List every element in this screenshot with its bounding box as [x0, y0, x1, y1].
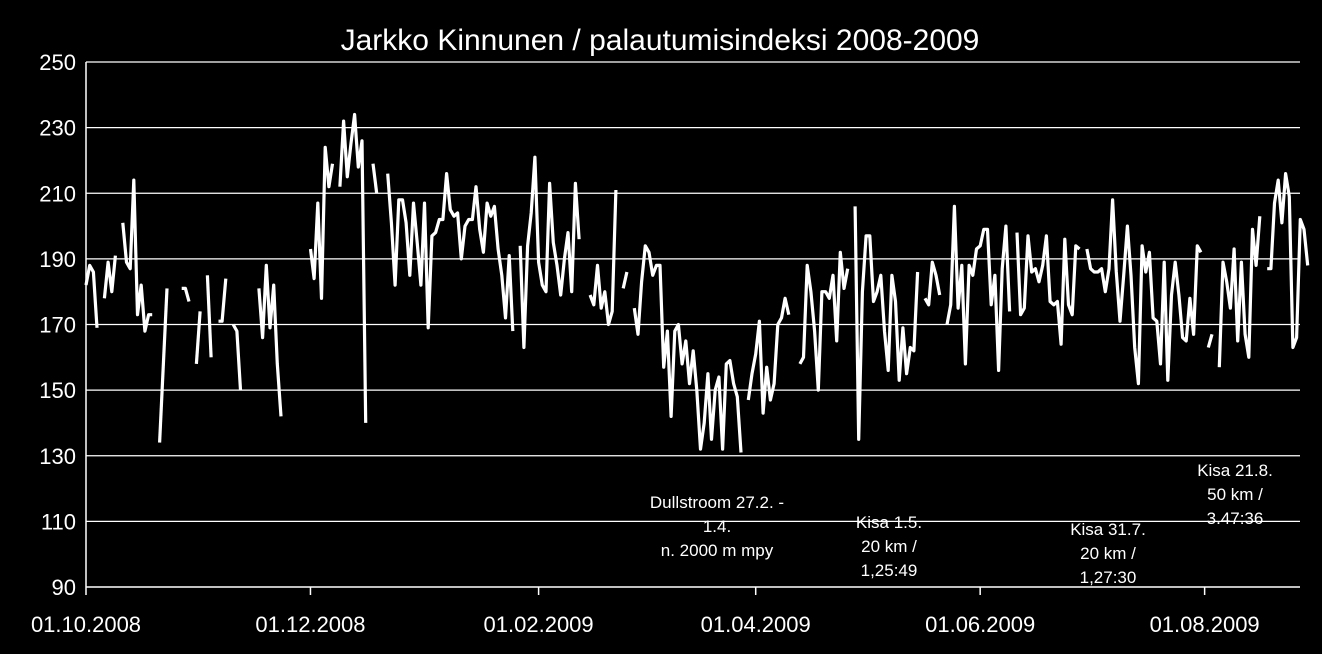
x-tick-label: 01.06.2009 — [925, 612, 1035, 637]
y-tick-label: 130 — [39, 444, 76, 469]
annotation-4: Kisa 21.8. 50 km / 3.47:36 — [1197, 461, 1273, 528]
y-axis-ticks: 90 110 130 150 170 190 210 230 250 — [39, 50, 76, 600]
annotation-line: 1,27:30 — [1080, 568, 1137, 587]
series-segment — [923, 260, 942, 307]
x-axis — [85, 62, 1300, 588]
annotation-line: Dullstroom 27.2. - — [650, 493, 784, 512]
series-segment — [194, 311, 202, 365]
series-segment — [386, 172, 515, 332]
series-segment — [158, 288, 169, 443]
series-segment — [308, 145, 335, 300]
series-segment — [205, 275, 213, 358]
annotation-line: Kisa 31.7. — [1070, 520, 1146, 539]
y-tick-label: 210 — [39, 181, 76, 206]
series-segment — [632, 244, 743, 453]
y-tick-label: 190 — [39, 247, 76, 272]
x-tick-label: 01.02.2009 — [484, 612, 594, 637]
series-segment — [1267, 172, 1310, 350]
annotation-3: Kisa 31.7. 20 km / 1,27:30 — [1070, 520, 1146, 587]
y-tick-label: 150 — [39, 378, 76, 403]
x-axis-ticks: 01.10.2008 01.12.2008 01.02.2009 01.04.2009… — [31, 587, 1260, 637]
series-segment — [218, 278, 228, 323]
y-tick-label: 250 — [39, 50, 76, 75]
annotation-1: Dullstroom 27.2. - 1.4. n. 2000 m mpy — [650, 493, 784, 560]
x-tick-label: 01.10.2008 — [31, 612, 141, 637]
annotation-line: 3.47:36 — [1207, 509, 1264, 528]
series-segment — [102, 255, 117, 299]
x-tick-label: 01.08.2009 — [1150, 612, 1260, 637]
series-segment — [257, 263, 283, 417]
x-tick-label: 01.04.2009 — [701, 612, 811, 637]
series-segment — [1206, 333, 1214, 348]
annotation-line: n. 2000 m mpy — [661, 541, 774, 560]
series-segment — [853, 206, 920, 441]
annotation-line: 20 km / — [861, 537, 917, 556]
annotation-line: Kisa 21.8. — [1197, 461, 1273, 480]
chart-title: Jarkko Kinnunen / palautumisindeksi 2008… — [341, 24, 980, 57]
series-segment — [1217, 216, 1262, 368]
annotation-line: Kisa 1.5. — [856, 513, 922, 532]
y-tick-label: 110 — [41, 509, 76, 534]
series-segment — [1085, 198, 1203, 386]
series-segment — [1015, 232, 1081, 346]
annotation-2: Kisa 1.5. 20 km / 1,25:49 — [856, 513, 922, 580]
y-tick-label: 230 — [39, 116, 76, 141]
y-tick-label: 90 — [52, 575, 76, 600]
series-segment — [746, 296, 791, 415]
series-segment — [798, 250, 850, 392]
annotation-line: 20 km / — [1080, 544, 1136, 563]
x-tick-label: 01.12.2008 — [255, 612, 365, 637]
series-segment — [84, 263, 99, 328]
annotation-line: 1,25:49 — [861, 561, 918, 580]
y-tick-label: 170 — [39, 313, 76, 338]
series-segment — [371, 163, 379, 194]
series-segment — [518, 155, 581, 350]
series-line — [84, 112, 1310, 453]
series-segment — [181, 286, 191, 302]
series-segment — [588, 189, 618, 327]
series-segment — [231, 323, 243, 391]
gridlines — [86, 61, 1300, 523]
series-segment — [621, 271, 629, 289]
annotation-line: 50 km / — [1207, 485, 1263, 504]
series-segment — [945, 204, 1012, 372]
series-segment — [121, 178, 153, 333]
series-segment — [338, 112, 368, 423]
annotations: Dullstroom 27.2. - 1.4. n. 2000 m mpy Kisa … — [650, 461, 1273, 587]
annotation-line: 1.4. — [703, 517, 731, 536]
